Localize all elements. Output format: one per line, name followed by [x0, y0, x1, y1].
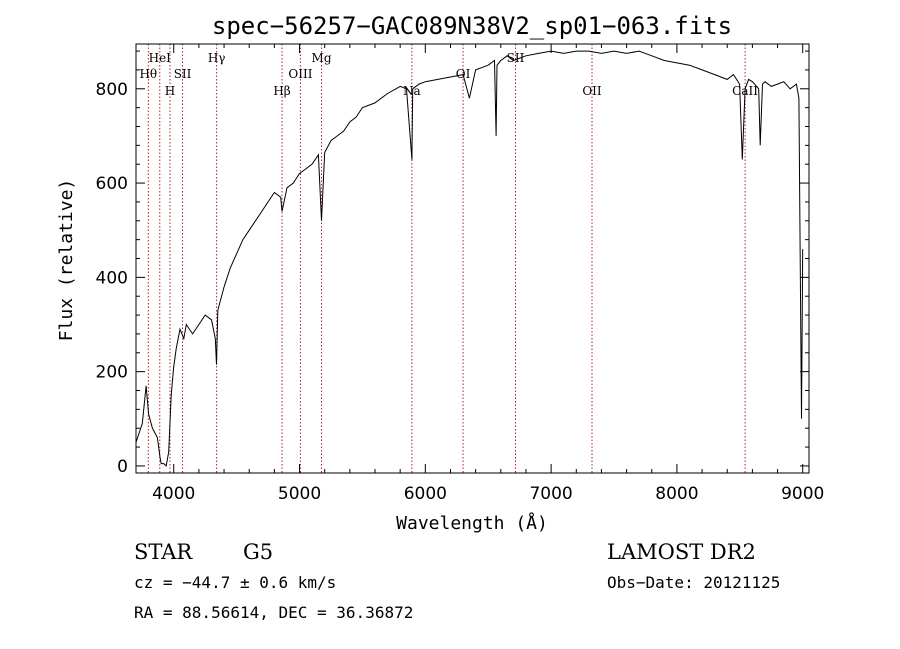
object-class: STAR: [134, 540, 193, 564]
x-tick-label: 5000: [278, 484, 321, 504]
x-axis-label: Wavelength (Å): [396, 512, 548, 534]
x-tick-label: 9000: [781, 484, 824, 504]
x-tick-label: 8000: [655, 484, 698, 504]
spectrum-line: [135, 50, 804, 467]
spectral-line-markers: [147, 44, 746, 473]
spectral-line-label: Na: [403, 84, 421, 98]
redshift-velocity: cz = −44.7 ± 0.6 km/s: [134, 573, 337, 592]
subclass: G5: [243, 540, 274, 564]
y-tick-label: 0: [117, 457, 128, 477]
observation-date: Obs−Date: 20121125: [607, 573, 781, 592]
spectral-line-label: OI: [456, 67, 471, 81]
y-tick-label: 200: [96, 363, 128, 383]
y-tick-label: 600: [96, 174, 128, 194]
y-tick-label: 800: [96, 80, 128, 100]
coordinates: RA = 88.56614, DEC = 36.36872: [134, 603, 414, 622]
spectral-line-label: SII: [507, 51, 525, 65]
y-axis-ticks: 0 200 400 600 800: [96, 50, 809, 477]
chart-title: spec−56257−GAC089N38V2_sp01−063.fits: [212, 12, 732, 40]
x-tick-label: 6000: [404, 484, 447, 504]
spectral-line-label: SII: [174, 67, 192, 81]
spectral-line-label: OII: [582, 84, 602, 98]
spectral-line-label: H: [165, 84, 175, 98]
survey-name: LAMOST DR2: [607, 540, 756, 564]
spectral-line-label: Hθ: [139, 67, 157, 81]
spectral-line-label: Hγ: [208, 51, 226, 65]
x-tick-label: 4000: [152, 484, 195, 504]
spectral-line-label: OIII: [288, 67, 312, 81]
x-axis-ticks: 4000 5000 6000 7000 8000 9000: [152, 44, 824, 504]
spectral-line-label: Hβ: [273, 84, 290, 98]
x-tick-label: 7000: [529, 484, 572, 504]
spectral-line-label: Mg: [312, 51, 332, 65]
y-axis-label: Flux (relative): [56, 179, 77, 342]
spectral-line-label: HeI: [149, 51, 172, 65]
plot-frame: [135, 43, 810, 474]
y-tick-label: 400: [96, 268, 128, 288]
